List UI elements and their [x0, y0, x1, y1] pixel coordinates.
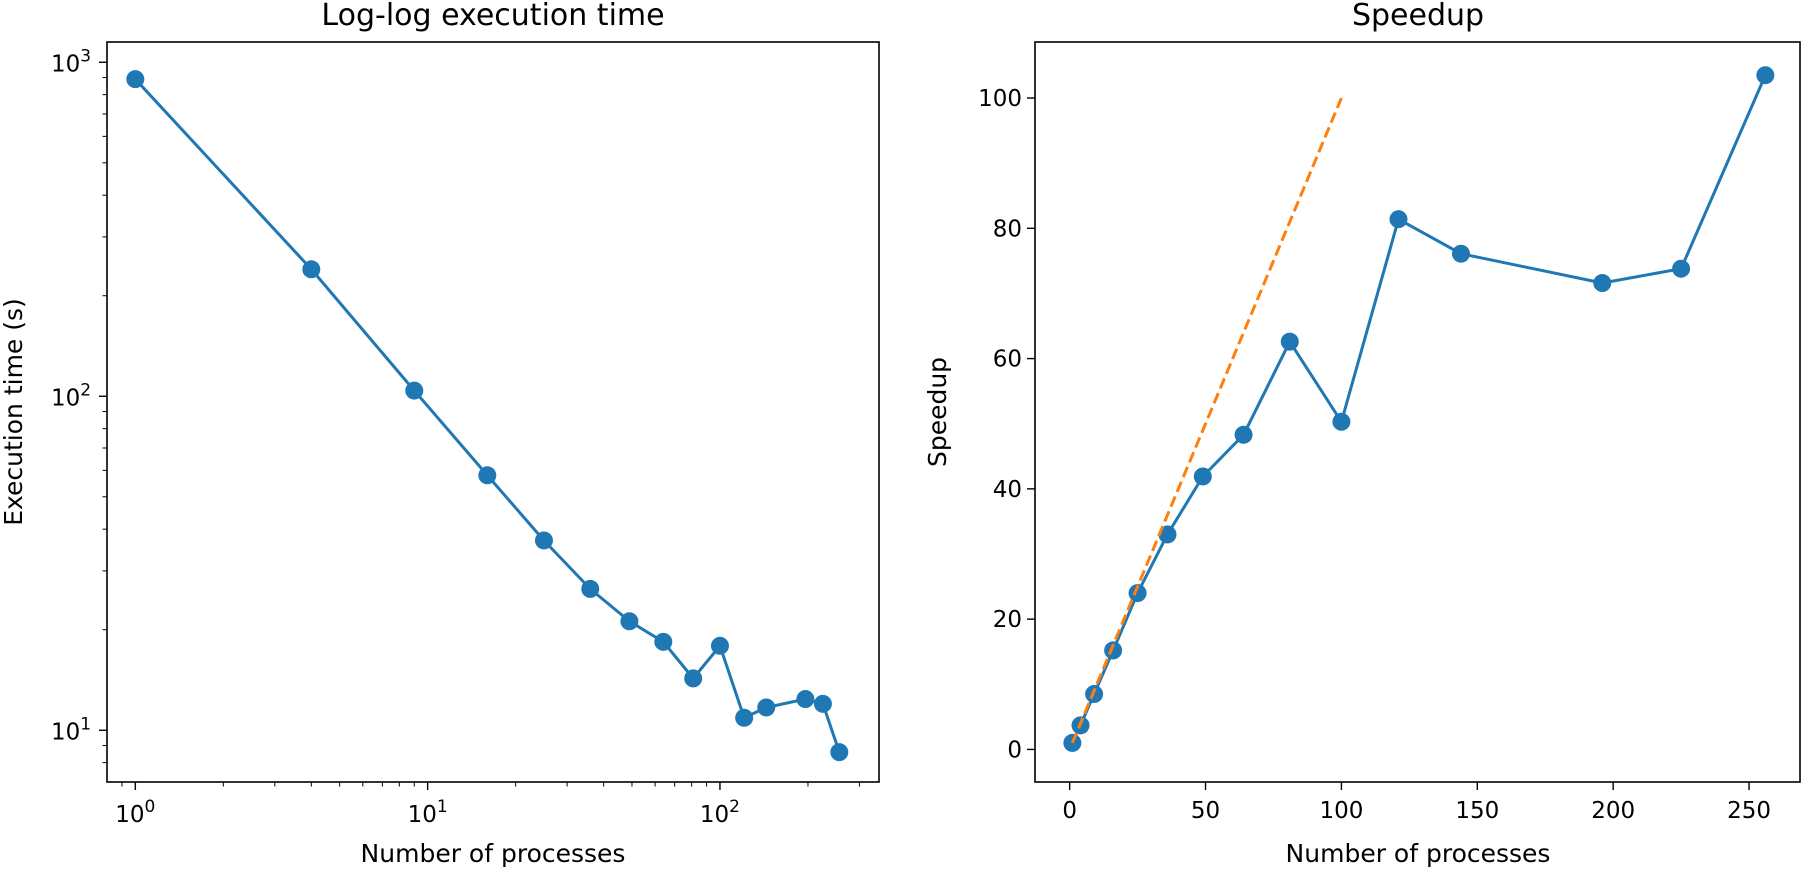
data-point	[1104, 641, 1123, 660]
tick-label: 102	[700, 797, 740, 828]
chart-title: Log-log execution time	[321, 0, 664, 33]
data-marks	[1063, 66, 1775, 752]
plot-area-frame	[106, 41, 880, 783]
data-point	[1332, 412, 1351, 431]
data-point	[1593, 274, 1612, 293]
tick-label: 20	[993, 607, 1022, 633]
speedup-chart: Speedup Number of processes Speedup 0 50 1…	[923, 0, 1801, 868]
data-point	[405, 381, 424, 400]
data-point	[1280, 332, 1299, 351]
tick-label: 101	[51, 714, 91, 745]
tick-label: 103	[51, 46, 91, 77]
data-marks	[126, 70, 849, 762]
data-point	[830, 743, 849, 762]
data-point	[1193, 467, 1212, 486]
data-point	[1128, 584, 1147, 603]
data-point	[1451, 244, 1470, 263]
data-point	[1234, 425, 1253, 444]
y-axis-label: Execution time (s)	[0, 298, 28, 526]
tick-label: 60	[993, 347, 1022, 373]
tick-label: 0	[1062, 798, 1077, 824]
data-point	[710, 636, 729, 655]
tick-label: 80	[993, 216, 1022, 242]
data-point	[757, 698, 776, 717]
execution-time-chart: Log-log execution time Number of process…	[0, 0, 880, 868]
data-point	[478, 466, 497, 485]
tick-label: 250	[1727, 798, 1771, 824]
data-point	[796, 690, 815, 709]
data-point	[1756, 66, 1775, 85]
tick-label: 50	[1191, 798, 1220, 824]
tick-label: 101	[408, 797, 448, 828]
x-axis-label: Number of processes	[1286, 839, 1551, 868]
data-point	[813, 694, 832, 713]
data-point	[581, 579, 600, 598]
tick-label: 150	[1455, 798, 1499, 824]
data-point	[534, 531, 553, 550]
chart-title: Speedup	[1352, 0, 1484, 33]
tick-label: 100	[1319, 798, 1363, 824]
plot-area-frame	[1034, 41, 1801, 783]
data-point	[620, 612, 639, 631]
tick-label: 0	[1007, 737, 1022, 763]
series-line	[134, 78, 841, 753]
axis-ticks: 100 101 102 101 102 103	[51, 46, 860, 828]
data-point	[302, 260, 321, 279]
tick-label: 100	[115, 797, 155, 828]
data-point	[1158, 525, 1177, 544]
tick-label: 100	[978, 86, 1022, 112]
tick-label: 200	[1591, 798, 1635, 824]
data-point	[1672, 259, 1691, 278]
ideal-speedup-line	[1070, 97, 1343, 744]
data-point	[126, 70, 145, 89]
series-line	[1071, 74, 1767, 744]
data-point	[735, 708, 754, 727]
axis-ticks: 0 50 100 150 200 250 0 20 40 60 80 100	[978, 86, 1771, 824]
x-axis-label: Number of processes	[361, 839, 626, 868]
tick-label: 40	[993, 477, 1022, 503]
tick-label: 102	[51, 380, 91, 411]
data-point	[654, 632, 673, 651]
data-point	[1389, 210, 1408, 229]
y-axis-label: Speedup	[923, 357, 952, 467]
data-point	[684, 669, 703, 688]
